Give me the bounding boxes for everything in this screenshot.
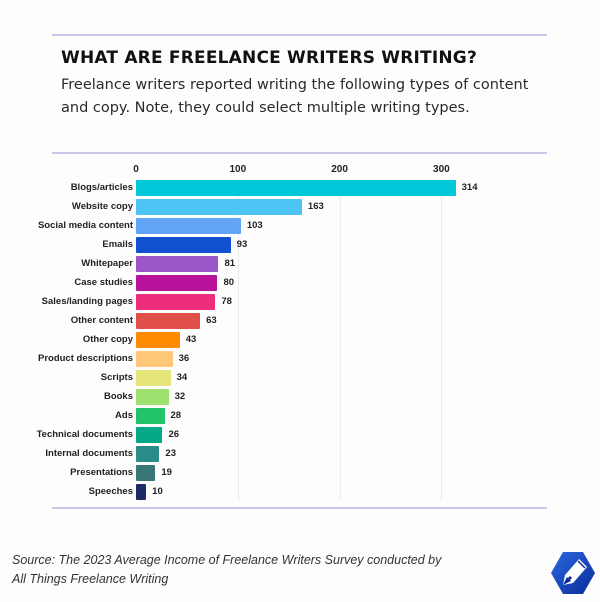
- value-label: 163: [307, 201, 324, 212]
- value-label: 34: [176, 372, 188, 383]
- bar: [136, 218, 241, 234]
- category-label: Product descriptions: [37, 353, 133, 364]
- bar-row: Social media content 103: [0, 217, 600, 236]
- bar-row: Presentations 19: [0, 464, 600, 483]
- value-label: 23: [165, 448, 176, 459]
- bar-row: Ads 28: [0, 407, 600, 426]
- bar: [136, 484, 147, 500]
- value-label: 78: [221, 296, 232, 307]
- category-label: Presentations: [70, 467, 133, 478]
- bar-row: Other content 63: [0, 312, 600, 331]
- bar: [136, 180, 456, 196]
- category-label: Other copy: [82, 334, 133, 345]
- bar-row: Blogs/articles 314: [0, 179, 600, 198]
- header-divider: [52, 152, 547, 154]
- bar: [136, 465, 156, 481]
- bar-row: Website copy 163: [0, 198, 600, 217]
- value-label: 63: [206, 315, 217, 326]
- bar-row: Whitepaper 81: [0, 255, 600, 274]
- bar: [136, 351, 173, 367]
- category-label: Books: [103, 391, 133, 402]
- category-label: Blogs/articles: [70, 182, 133, 193]
- value-label: 43: [185, 334, 197, 345]
- value-label: 28: [170, 410, 182, 421]
- category-label: Website copy: [71, 201, 133, 212]
- source-line-1: Source: The 2023 Average Income of Freel…: [12, 553, 442, 567]
- value-label: 10: [152, 486, 163, 497]
- bar: [136, 237, 231, 253]
- gridline: [441, 179, 443, 501]
- gridline: [237, 179, 239, 501]
- category-label: Case studies: [74, 277, 133, 288]
- x-axis-tick: 300: [433, 164, 450, 175]
- value-label: 19: [161, 467, 172, 478]
- bar: [136, 332, 180, 348]
- category-label: Technical documents: [36, 429, 133, 440]
- bar-chart: 0 100 200 300 Blogs/articles 314 Website copy 1…: [0, 160, 600, 505]
- value-label: 93: [236, 239, 248, 250]
- bar-row: Emails 93: [0, 236, 600, 255]
- bar: [136, 427, 163, 443]
- category-label: Ads: [115, 410, 133, 421]
- bottom-divider: [52, 507, 547, 509]
- category-label: Scripts: [100, 372, 133, 383]
- value-label: 80: [223, 277, 235, 288]
- value-label: 26: [168, 429, 180, 440]
- pen-nib-hexagon-icon: [549, 549, 597, 597]
- category-label: Sales/landing pages: [41, 296, 133, 307]
- bar: [136, 275, 218, 291]
- value-label: 81: [224, 258, 236, 269]
- category-label: Speeches: [88, 486, 133, 497]
- bar-row: Case studies 80: [0, 274, 600, 293]
- category-label: Emails: [102, 239, 133, 250]
- value-label: 314: [461, 182, 478, 193]
- category-label: Social media content: [37, 220, 133, 231]
- bar-row: Other copy 43: [0, 331, 600, 350]
- value-label: 36: [178, 353, 190, 364]
- source-note: Source: The 2023 Average Income of Freel…: [12, 551, 441, 589]
- chart-title: WHAT ARE FREELANCE WRITERS WRITING?: [61, 48, 478, 68]
- category-label: Internal documents: [45, 448, 133, 459]
- bar: [136, 199, 302, 215]
- bar: [136, 370, 171, 386]
- bar-row: Speeches 10: [0, 483, 600, 502]
- bar: [136, 294, 216, 310]
- bar-row: Scripts 34: [0, 369, 600, 388]
- bar: [136, 256, 219, 272]
- bar-row: Sales/landing pages 78: [0, 293, 600, 312]
- bar-row: Product descriptions 36: [0, 350, 600, 369]
- x-axis-tick: 0: [133, 164, 139, 175]
- bar: [136, 313, 201, 329]
- chart-subtitle: Freelance writers reported writing the f…: [61, 77, 529, 116]
- bar: [136, 446, 160, 462]
- bar: [136, 408, 165, 424]
- top-divider: [52, 34, 547, 36]
- bar-row: Books 32: [0, 388, 600, 407]
- source-line-2: All Things Freelance Writing: [12, 572, 169, 586]
- bar-row: Internal documents 23: [0, 445, 600, 464]
- value-label: 103: [246, 220, 263, 231]
- x-axis-tick: 100: [229, 164, 247, 175]
- category-label: Whitepaper: [81, 258, 133, 269]
- x-axis-tick: 200: [331, 164, 348, 175]
- category-label: Other content: [70, 315, 133, 326]
- value-label: 32: [174, 391, 186, 402]
- gridline: [339, 179, 341, 501]
- bar-row: Technical documents 26: [0, 426, 600, 445]
- bar: [136, 389, 169, 405]
